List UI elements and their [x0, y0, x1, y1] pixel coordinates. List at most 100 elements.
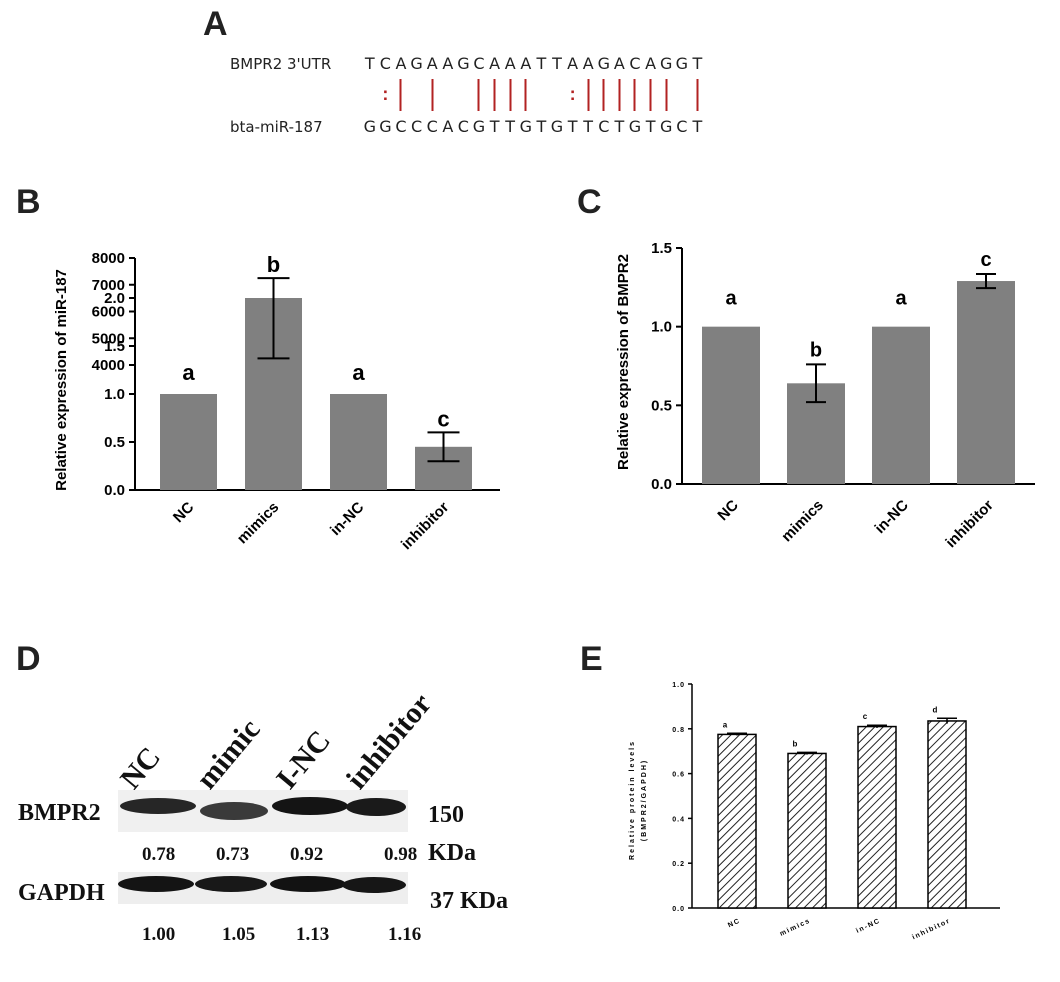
utr-base-13: A: [567, 54, 579, 73]
mirna-base-5: A: [442, 117, 454, 136]
lane-label-mimic: mimic: [189, 712, 267, 796]
mirna-base-18: T: [645, 117, 656, 136]
utr-base-9: A: [504, 54, 516, 73]
e-tick-label: 0.8: [672, 727, 685, 734]
bmpr2-band-inc: [272, 797, 348, 815]
bmpr2-row-label: BMPR2: [18, 800, 101, 826]
bmpr2-band-mimic: [200, 802, 268, 820]
mirna-base-3: C: [411, 117, 423, 136]
utr-base-18: A: [645, 54, 657, 73]
bmpr2-size-unit: KDa: [428, 840, 476, 866]
utr-base-10: A: [520, 54, 532, 73]
pair-line-18: [643, 78, 659, 117]
e-sig-letter-NC: a: [723, 720, 728, 729]
mirna-base-4: C: [426, 117, 438, 136]
panel-letter-b: B: [16, 183, 41, 221]
panel-letter-e: E: [580, 640, 603, 678]
bmpr2-band-inhibitor: [346, 798, 406, 816]
lane-label-inc: I-NC: [269, 724, 338, 796]
lane-label-inhibitor: inhibitor: [339, 687, 439, 796]
gapdh-band-strip: [118, 872, 408, 904]
e-bar-mimics: [787, 752, 827, 909]
western-blot: NC mimic I-NC inhibitor BMPR2 150 KDa 0.…: [0, 650, 540, 970]
gapdh-band-inc: [270, 876, 346, 892]
utr-base-14: A: [582, 54, 594, 73]
mirna-base-19: G: [659, 117, 673, 136]
utr-base-2: A: [395, 54, 407, 73]
mirna-base-8: T: [489, 117, 500, 136]
c-x-label-inhibitor: inhibitor: [942, 497, 997, 550]
bmpr2-band-nc: [120, 798, 196, 814]
mirna-base-7: G: [472, 117, 486, 136]
b-x-label-in-NC: in-NC: [327, 499, 367, 539]
b-tick-label-lower: 1.0: [104, 386, 125, 403]
b-tick-label-upper: 7000: [92, 277, 125, 294]
b-bar-NC: [160, 394, 217, 490]
utr-base-5: A: [442, 54, 454, 73]
chart-e-protein-levels: 0.0 0.2 0.4 0.6 0.8 1.0 a NC b mimics c in-NC d inhib…: [629, 682, 1000, 941]
gapdh-size-label: 37 KDa: [430, 888, 508, 914]
mirna-base-16: T: [614, 117, 625, 136]
gapdh-band-mimic: [195, 876, 267, 892]
utr-label: BMPR2 3'UTR: [230, 55, 332, 73]
utr-base-11: T: [536, 54, 547, 73]
c-y-axis-title: Relative expression of BMPR2: [615, 254, 632, 470]
c-bar-NC: [702, 326, 760, 484]
e-sig-letter-in-NC: c: [863, 712, 868, 721]
e-bar-in-NC: [857, 725, 897, 909]
utr-base-17: C: [629, 54, 641, 73]
pair-line-21: [690, 78, 706, 117]
mirna-base-12: G: [550, 117, 564, 136]
c-tick-label: 0.5: [651, 397, 672, 414]
bmpr2-size-label: 150: [428, 802, 464, 828]
pair-line-17: [627, 78, 643, 117]
panel-letter-a: A: [203, 5, 228, 43]
mirna-base-21: T: [692, 117, 703, 136]
c-sig-letter-inhibitor: c: [980, 249, 991, 271]
e-bar-NC: [717, 733, 757, 909]
bmpr2-value-mimic: 0.73: [216, 844, 250, 865]
b-bar-in-NC: [330, 394, 387, 490]
utr-base-3: G: [410, 54, 423, 73]
e-tick-label: 0.4: [672, 816, 685, 823]
gapdh-value-nc: 1.00: [142, 924, 176, 945]
utr-base-8: A: [489, 54, 501, 73]
mirna-base-6: C: [457, 117, 469, 136]
utr-base-19: G: [659, 54, 673, 73]
b-tick-label-upper: 4000: [92, 357, 125, 374]
chart-c-bmpr2-expression: 0.0 0.5 1.0 1.5 a NC b mimics a in-NC c inhibitor Re…: [615, 240, 1035, 550]
c-sig-letter-mimics: b: [810, 339, 822, 361]
utr-base-12: T: [552, 54, 562, 73]
e-tick-label: 0.0: [672, 906, 685, 913]
b-x-label-inhibitor: inhibitor: [398, 499, 453, 550]
e-tick-label: 0.6: [672, 772, 685, 779]
chart-b-mir187-expression: 0.0 0.5 1.0 1.5 2.0 4000 5000 6000 7000 8000 a NC b m…: [53, 250, 500, 550]
gapdh-band-inhibitor: [342, 877, 406, 893]
b-y-axis-title: Relative expression of miR-187: [53, 269, 70, 491]
b-x-label-NC: NC: [170, 499, 197, 526]
e-x-label-inhibitor: inhibitor: [911, 917, 952, 941]
utr-base-4: A: [426, 54, 438, 73]
mirna-base-20: C: [676, 117, 688, 136]
e-tick-label: 1.0: [672, 682, 685, 689]
b-tick-label-lower: 0.0: [104, 482, 125, 499]
c-x-label-mimics: mimics: [778, 497, 827, 546]
mirna-base-15: C: [598, 117, 610, 136]
pair-line-10: [518, 78, 534, 117]
c-x-label-NC: NC: [714, 497, 741, 524]
gapdh-row-label: GAPDH: [18, 880, 105, 906]
b-tick-label-upper: 6000: [92, 304, 125, 321]
mirna-base-10: G: [519, 117, 532, 136]
b-tick-label-upper: 5000: [92, 330, 125, 347]
b-sig-letter-in-NC: a: [352, 360, 365, 385]
pair-line-2: [393, 78, 409, 117]
bmpr2-value-inc: 0.92: [290, 844, 324, 865]
bmpr2-value-nc: 0.78: [142, 844, 176, 865]
mirna-label: bta-miR-187: [230, 118, 323, 136]
mirna-base-14: T: [583, 117, 594, 136]
mirna-base-13: T: [567, 117, 578, 136]
b-sig-letter-NC: a: [182, 360, 195, 385]
c-sig-letter-in-NC: a: [895, 288, 907, 310]
